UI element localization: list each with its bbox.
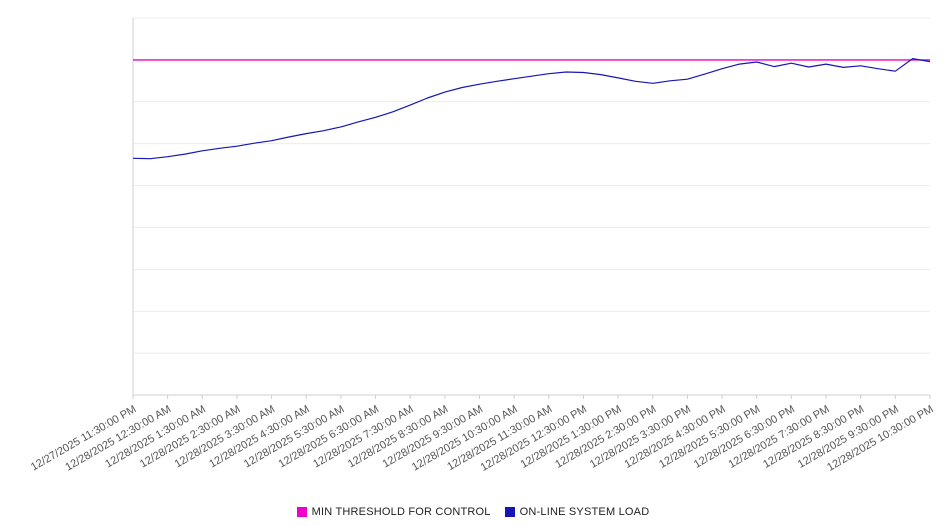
legend-label-load: ON-LINE SYSTEM LOAD: [519, 506, 650, 518]
legend-swatch-load: [504, 507, 515, 517]
load-line: [132, 57, 931, 160]
legend-item-min-threshold-for-control[interactable]: MIN THRESHOLD FOR CONTROL: [296, 506, 491, 518]
legend-label-threshold: MIN THRESHOLD FOR CONTROL: [311, 506, 491, 518]
legend-item-online-system-load[interactable]: ON-LINE SYSTEM LOAD: [504, 506, 650, 518]
legend-swatch-threshold: [296, 507, 307, 517]
chart-legend: MIN THRESHOLD FOR CONTROL ON-LINE SYSTEM…: [0, 506, 946, 518]
